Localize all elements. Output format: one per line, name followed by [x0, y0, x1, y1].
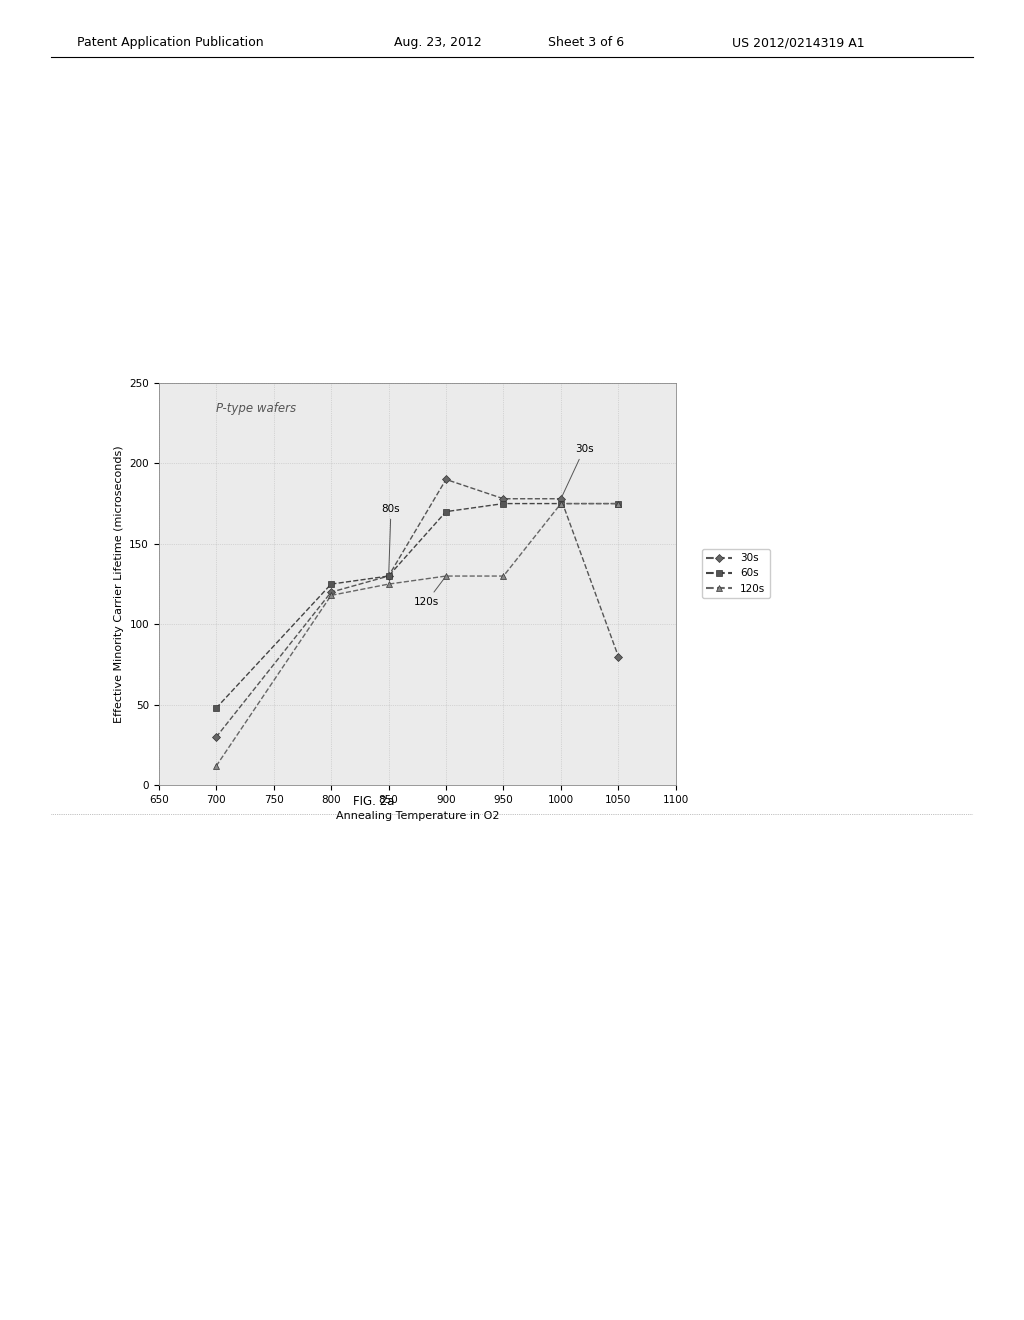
30s — [612, 648, 625, 664]
30s — [210, 729, 222, 744]
Y-axis label: Effective Minority Carrier Lifetime (microseconds): Effective Minority Carrier Lifetime (mic… — [114, 445, 124, 723]
Text: 30s: 30s — [562, 444, 593, 496]
Line: 120s: 120s — [213, 500, 622, 770]
Text: 120s: 120s — [414, 578, 444, 607]
Text: P-type wafers: P-type wafers — [216, 401, 296, 414]
120s — [555, 496, 567, 512]
Text: Sheet 3 of 6: Sheet 3 of 6 — [548, 36, 624, 49]
120s — [382, 576, 394, 591]
30s — [555, 491, 567, 507]
60s — [382, 568, 394, 583]
120s — [612, 496, 625, 512]
Legend: 30s, 60s, 120s: 30s, 60s, 120s — [701, 549, 770, 598]
Text: FIG. 2a: FIG. 2a — [353, 795, 394, 808]
120s — [210, 758, 222, 774]
60s — [498, 496, 510, 512]
60s — [325, 576, 337, 591]
X-axis label: Annealing Temperature in O2: Annealing Temperature in O2 — [336, 810, 499, 821]
Text: Patent Application Publication: Patent Application Publication — [77, 36, 263, 49]
30s — [440, 471, 453, 487]
Text: 80s: 80s — [382, 504, 400, 577]
60s — [210, 700, 222, 715]
60s — [612, 496, 625, 512]
120s — [440, 568, 453, 583]
30s — [382, 568, 394, 583]
30s — [325, 585, 337, 601]
Line: 60s: 60s — [213, 500, 622, 711]
120s — [498, 568, 510, 583]
60s — [555, 496, 567, 512]
Text: Aug. 23, 2012: Aug. 23, 2012 — [394, 36, 482, 49]
Line: 30s: 30s — [213, 477, 622, 741]
30s — [498, 491, 510, 507]
60s — [440, 504, 453, 520]
Text: US 2012/0214319 A1: US 2012/0214319 A1 — [732, 36, 865, 49]
120s — [325, 587, 337, 603]
